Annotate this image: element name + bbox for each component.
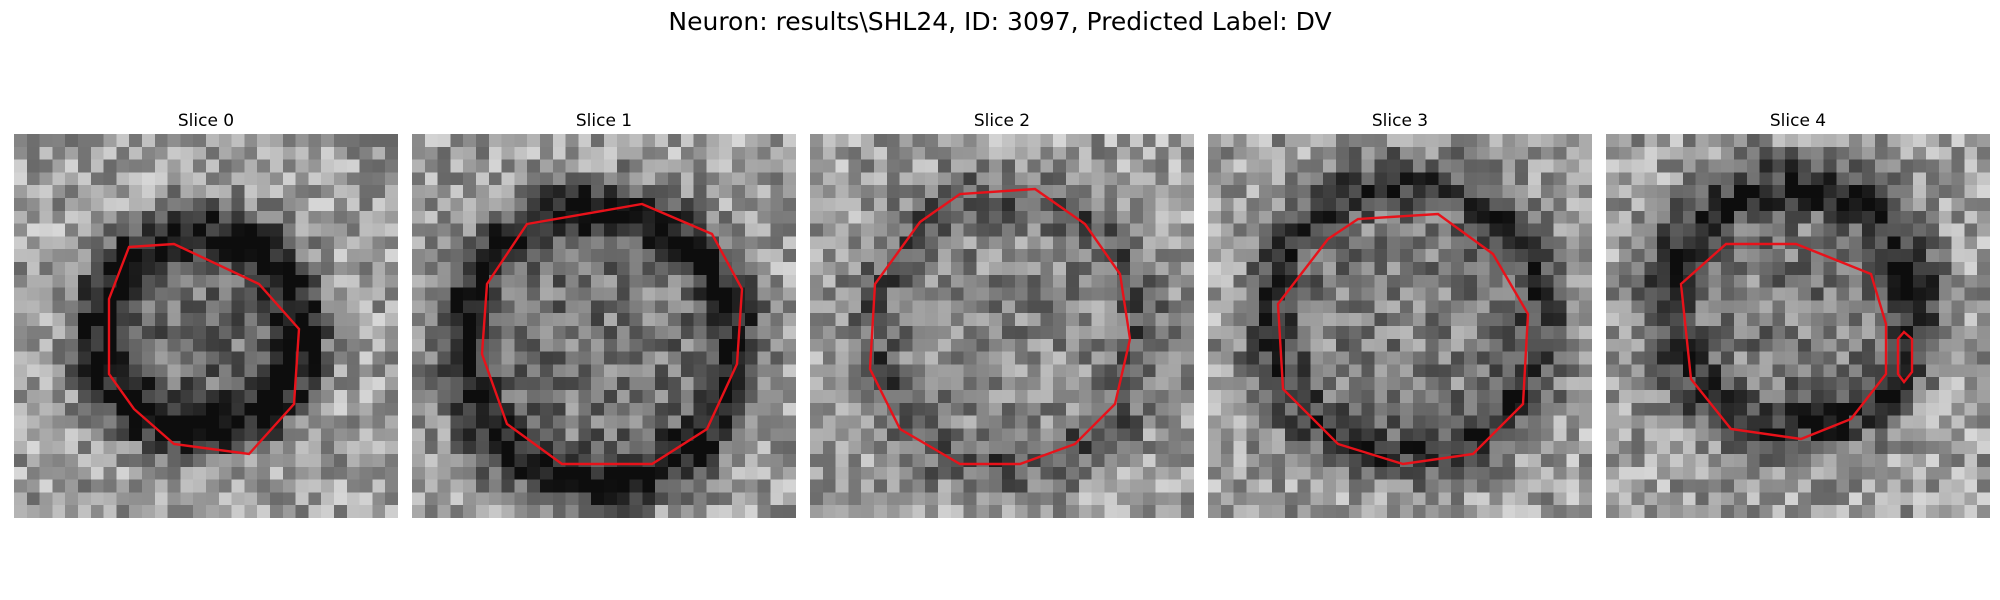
slice-title-2: Slice 2 bbox=[973, 111, 1031, 131]
grayscale-patch-2 bbox=[810, 134, 1194, 518]
roi-contour-3 bbox=[1276, 212, 1530, 466]
grayscale-patch-0 bbox=[14, 134, 398, 518]
slice-image-0 bbox=[14, 134, 398, 518]
grayscale-patch-1 bbox=[412, 134, 796, 518]
slice-title-4: Slice 4 bbox=[1769, 111, 1827, 131]
slice-panel-0: Slice 0 bbox=[14, 108, 398, 518]
slice-panel-4: Slice 4 bbox=[1606, 108, 1990, 518]
slice-image-1 bbox=[412, 134, 796, 518]
slice-panel-1: Slice 1 bbox=[412, 108, 796, 518]
roi-contour-4 bbox=[1679, 242, 1914, 441]
roi-contour-1 bbox=[480, 202, 744, 466]
slice-panel-2: Slice 2 bbox=[810, 108, 1194, 518]
figure-title: Neuron: results\SHL24, ID: 3097, Predict… bbox=[668, 7, 1332, 36]
slice-title-0: Slice 0 bbox=[177, 111, 235, 131]
slice-title-3: Slice 3 bbox=[1371, 111, 1429, 131]
slice-image-4 bbox=[1606, 134, 1990, 518]
slice-image-3 bbox=[1208, 134, 1592, 518]
slice-title-1: Slice 1 bbox=[575, 111, 633, 131]
roi-contour-2 bbox=[868, 187, 1132, 466]
grayscale-patch-4 bbox=[1606, 134, 1990, 518]
slice-panel-3: Slice 3 bbox=[1208, 108, 1592, 518]
slice-image-2 bbox=[810, 134, 1194, 518]
roi-contour-0 bbox=[107, 242, 301, 456]
